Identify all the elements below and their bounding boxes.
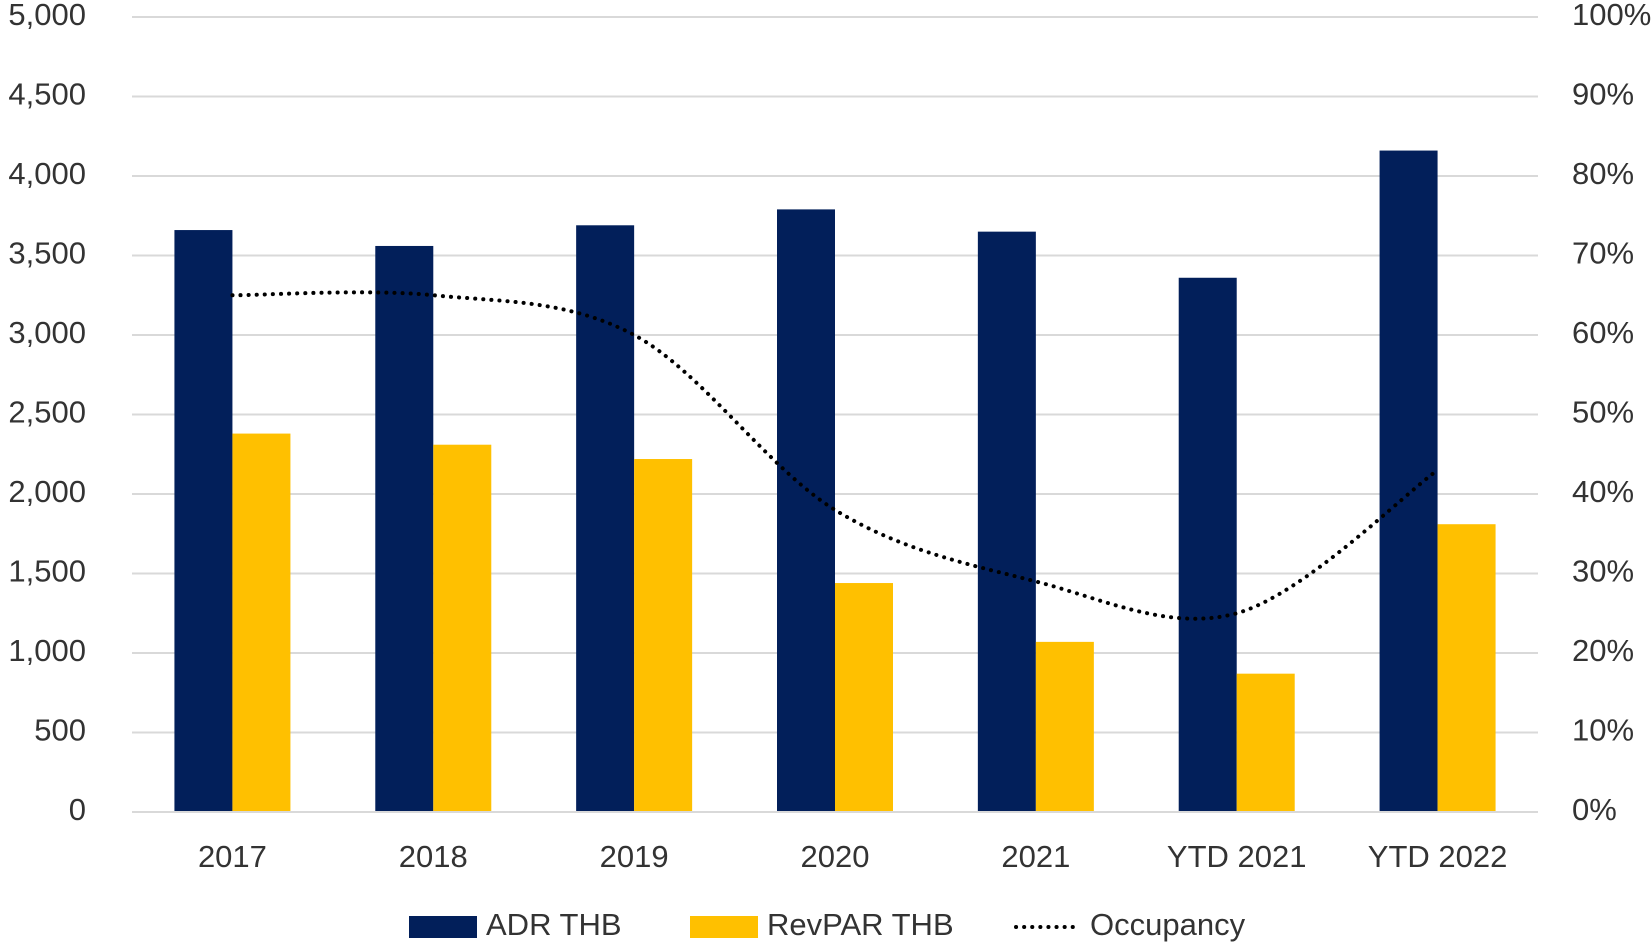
legend-swatch [409,916,477,938]
line [230,290,1440,621]
y-tick-label: 4,000 [8,156,86,191]
legend-swatch [690,916,758,938]
y-tick-label: 2,000 [8,474,86,509]
y2-tick-label: 100% [1572,0,1651,32]
bar [777,209,835,812]
legend-label: Occupancy [1090,907,1246,942]
x-tick-label: 2019 [600,839,669,874]
y2-tick-label: 10% [1572,713,1634,748]
y-tick-label: 1,000 [8,633,86,668]
bar [174,230,233,812]
y-tick-label: 3,000 [8,315,86,350]
x-tick-label: 2018 [399,839,468,874]
bar [576,225,635,813]
y2-tick-label: 0% [1572,792,1617,827]
bar [1236,673,1295,812]
y2-tick-label: 40% [1572,474,1634,509]
x-tick-label: 2021 [1001,839,1070,874]
bar [977,231,1036,812]
y2-tick-label: 80% [1572,156,1634,191]
bar [634,459,693,812]
bar [375,245,434,812]
y2-tick-label: 50% [1572,395,1634,430]
y-tick-label: 500 [34,713,86,748]
y2-tick-label: 60% [1572,315,1634,350]
y2-tick-label: 70% [1572,236,1634,271]
y-tick-label: 0 [69,792,86,827]
bar [835,583,893,812]
y-tick-label: 3,500 [8,236,86,271]
y-tick-label: 1,500 [8,554,86,589]
y-tick-label: 2,500 [8,395,86,430]
legend-label: ADR THB [486,907,622,942]
y2-tick-label: 30% [1572,554,1634,589]
bar [232,433,291,812]
y2-tick-label: 20% [1572,633,1634,668]
x-tick-label: YTD 2021 [1167,839,1307,874]
x-tick-label: 2020 [801,839,870,874]
bar [433,444,492,812]
x-tick-label: 2017 [198,839,267,874]
legend-label: RevPAR THB [767,907,954,942]
bar [1379,150,1438,812]
bar [1035,641,1094,812]
bar [1437,524,1496,812]
y-tick-label: 4,500 [8,77,86,112]
y-tick-label: 5,000 [8,0,86,32]
bar [1178,277,1237,812]
x-tick-label: YTD 2022 [1368,839,1508,874]
y2-tick-label: 90% [1572,77,1634,112]
